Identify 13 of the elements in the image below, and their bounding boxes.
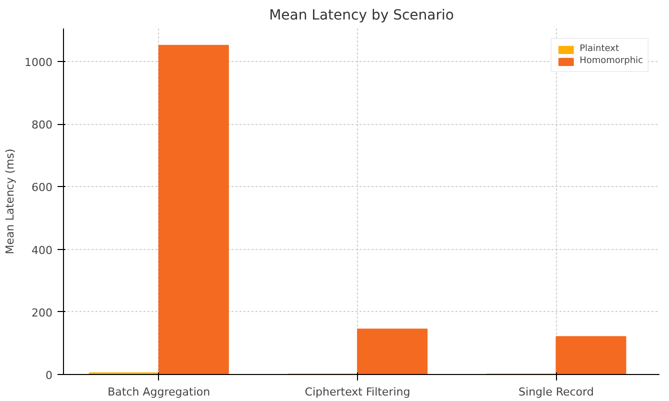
x-tick-label: Batch Aggregation (108, 386, 210, 398)
x-tick-label: Ciphertext Filtering (304, 386, 410, 398)
y-tick-label: 600 (32, 181, 53, 194)
y-axis-title: Mean Latency (ms) (4, 148, 17, 254)
y-tick-label: 800 (32, 118, 53, 132)
x-tick-label: Single Record (518, 386, 594, 398)
y-tick-label: 200 (32, 306, 53, 320)
legend-label: Homomorphic (580, 56, 643, 66)
chart-title: Mean Latency by Scenario (269, 8, 454, 24)
legend-label: Plaintext (580, 44, 620, 54)
y-tick-label: 0 (46, 369, 52, 382)
y-tick-label: 400 (32, 244, 53, 257)
y-tick-label: 1000 (24, 56, 53, 69)
